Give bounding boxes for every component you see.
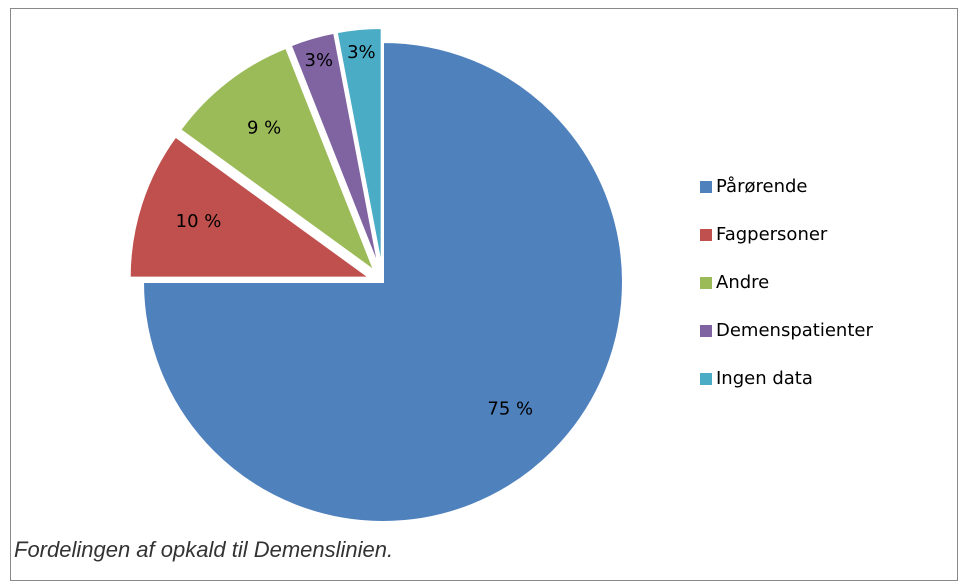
data-label: 75 %	[487, 398, 533, 419]
data-label: 9 %	[247, 118, 281, 139]
data-label: 3%	[347, 42, 376, 63]
pie-slice	[178, 46, 377, 274]
pie-slice	[335, 27, 383, 269]
legend-label: Andre	[716, 272, 769, 293]
legend-swatch	[700, 373, 712, 385]
caption: Fordelingen af opkald til Demenslinien.	[14, 537, 393, 562]
legend-label: Pårørende	[716, 176, 807, 197]
legend-swatch	[700, 277, 712, 289]
legend-swatch	[700, 181, 712, 193]
legend-swatch	[700, 325, 712, 337]
data-label: 10 %	[176, 211, 222, 232]
data-label: 3%	[305, 50, 334, 71]
legend-swatch	[700, 229, 712, 241]
legend-label: Ingen data	[716, 368, 813, 389]
legend-label: Fagpersoner	[716, 224, 828, 245]
pie-slice	[289, 31, 381, 269]
pie-slice	[128, 135, 373, 279]
legend-label: Demenspatienter	[716, 320, 873, 341]
pie-slice	[141, 40, 624, 523]
